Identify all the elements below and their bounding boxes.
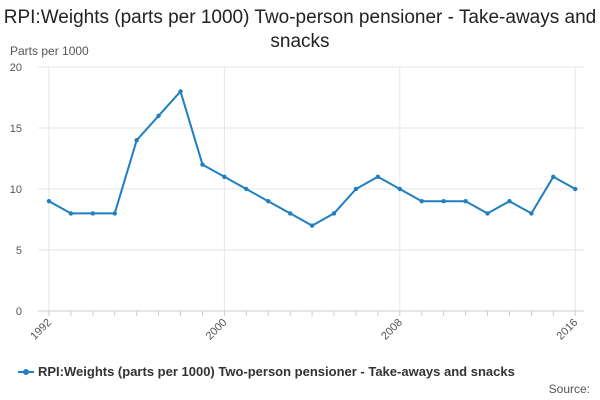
x-tick-label: 1992	[28, 317, 54, 343]
data-point	[244, 186, 249, 192]
y-tick-label: 20	[10, 62, 22, 74]
data-point	[507, 199, 512, 204]
source-label: Source:	[548, 382, 590, 396]
x-tick-label: 2000	[204, 317, 230, 343]
data-point	[463, 199, 468, 204]
data-point	[178, 89, 183, 94]
data-point	[112, 211, 117, 216]
series-line	[48, 90, 576, 227]
x-tick-label: 2016	[555, 317, 581, 343]
data-point	[441, 199, 446, 204]
data-point	[309, 223, 315, 228]
legend-swatch	[18, 367, 34, 377]
legend-label: RPI:Weights (parts per 1000) Two-person …	[38, 364, 515, 379]
y-tick-label: 0	[16, 306, 22, 318]
data-point	[266, 199, 271, 204]
y-tick-label: 5	[16, 245, 22, 257]
data-point	[573, 186, 578, 192]
data-point	[551, 174, 556, 179]
data-point	[134, 138, 139, 143]
y-tick-label: 10	[10, 184, 22, 196]
data-point	[397, 186, 403, 192]
data-point	[68, 211, 74, 216]
y-axis-label: Parts per 1000	[10, 44, 89, 58]
x-tick-label: 2008	[379, 317, 405, 343]
data-point	[222, 174, 227, 179]
data-point	[529, 211, 534, 216]
data-point	[331, 211, 337, 216]
chart-title: RPI:Weights (parts per 1000) Two-person …	[3, 7, 597, 52]
data-point	[419, 199, 424, 204]
data-point	[90, 211, 96, 216]
data-point	[156, 113, 161, 119]
data-point	[485, 211, 490, 216]
data-point	[353, 186, 359, 192]
data-point	[200, 162, 205, 167]
y-tick-label: 15	[10, 123, 22, 135]
data-point	[375, 174, 381, 179]
data-point	[287, 211, 293, 216]
data-point	[46, 199, 52, 204]
legend: RPI:Weights (parts per 1000) Two-person …	[18, 364, 515, 379]
